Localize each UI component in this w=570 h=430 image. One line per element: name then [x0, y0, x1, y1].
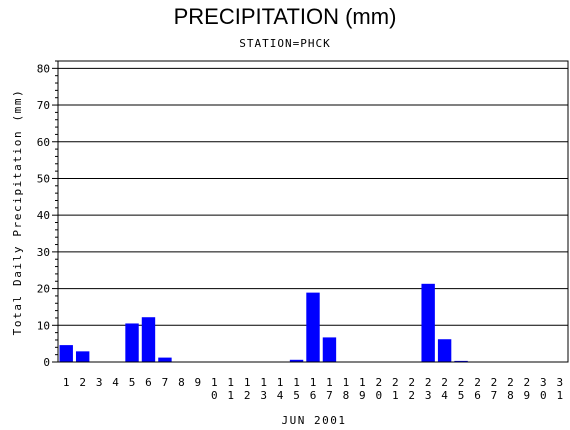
bar-day-7 [158, 357, 172, 362]
bar-day-1 [59, 345, 73, 362]
y-tick-label: 40 [37, 209, 50, 222]
y-tick-label: 80 [37, 62, 50, 75]
bar-day-6 [141, 317, 156, 362]
y-tick-label: 70 [37, 99, 50, 112]
y-axis-label: Total Daily Precipitation (mm) [11, 89, 24, 336]
y-tick-label: 60 [37, 136, 50, 149]
x-tick-label: 4 [112, 376, 119, 389]
x-tick-label: 3 [96, 376, 103, 389]
bar-day-15 [289, 359, 304, 362]
x-tick-label: 7 [162, 376, 169, 389]
x-tick-label: 2 [79, 376, 86, 389]
grid-lines [58, 67, 568, 326]
chart-subtitle: STATION=PHCK [239, 37, 331, 50]
y-tick-label: 50 [37, 172, 50, 185]
bar-day-25 [454, 360, 468, 362]
x-tick-label: 5 [129, 376, 136, 389]
x-axis-ticks: 1 2 3 4 5 6 7 8 9 1 01 11 21 31 41 51 61 71 81 92 02 12 22 32 42… [63, 376, 563, 402]
bar-day-24 [437, 339, 452, 362]
bar-day-16 [306, 292, 320, 362]
bar-day-23 [421, 283, 435, 362]
bar-day-17 [322, 337, 337, 362]
y-axis-ticks: 0 10 20 30 40 50 60 70 80 [37, 60, 58, 369]
y-tick-label: 20 [37, 283, 50, 296]
chart-title: PRECIPITATION (mm) [173, 4, 397, 29]
bars [59, 283, 468, 362]
bar-day-2 [75, 351, 90, 362]
plot-frame [57, 60, 569, 363]
x-tick-label: 8 [178, 376, 185, 389]
bar-day-5 [125, 323, 139, 362]
x-tick-label: 6 [145, 376, 152, 389]
x-axis-label: JUN 2001 [282, 414, 347, 427]
y-tick-label: 0 [43, 356, 50, 369]
x-tick-label: 9 [195, 376, 202, 389]
y-tick-label: 10 [37, 319, 50, 332]
y-tick-label: 30 [37, 246, 50, 259]
x-tick-label: 1 [63, 376, 70, 389]
